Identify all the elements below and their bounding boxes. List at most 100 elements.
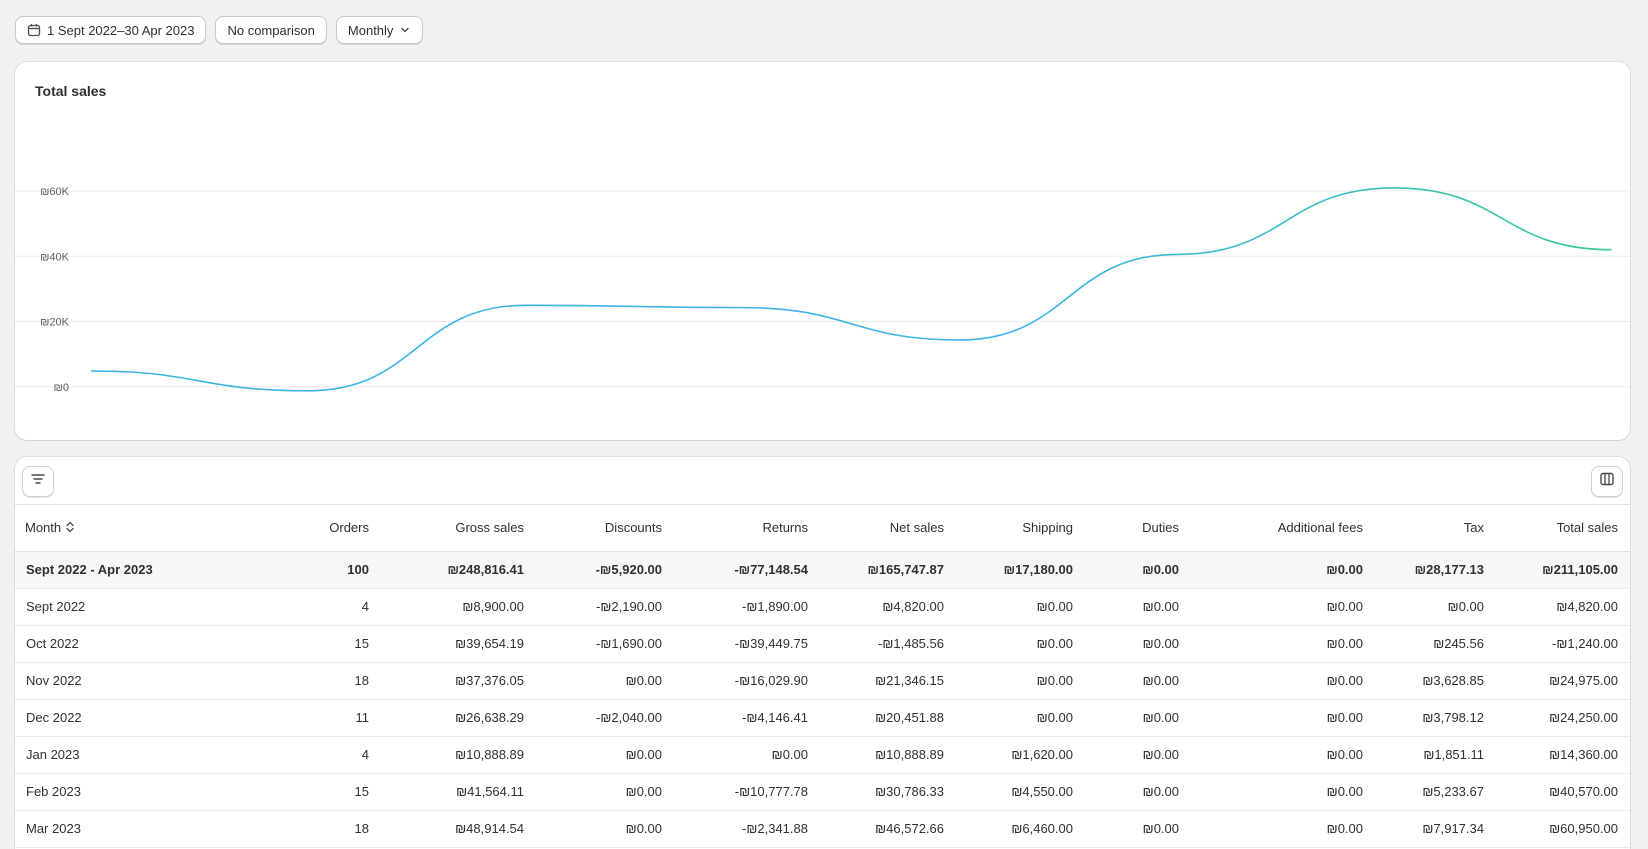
table-cell: ₪21,346.15 xyxy=(820,662,956,700)
table-cell: ₪4,820.00 xyxy=(1496,588,1630,626)
column-header-duties[interactable]: Duties xyxy=(1085,505,1191,552)
table-cell: ₪10,888.89 xyxy=(820,736,956,774)
column-header-label: Gross sales xyxy=(455,520,524,536)
table-cell: ₪48,914.54 xyxy=(381,810,536,848)
comparison-label: No comparison xyxy=(227,22,315,38)
table-cell: Dec 2022 xyxy=(15,699,241,737)
table-cell: Nov 2022 xyxy=(15,662,241,700)
comparison-button[interactable]: No comparison xyxy=(215,16,327,44)
column-header-discounts[interactable]: Discounts xyxy=(536,505,674,552)
table-cell: ₪3,628.85 xyxy=(1375,662,1496,700)
filter-icon xyxy=(30,471,46,492)
column-header-label: Month xyxy=(25,519,62,535)
columns-button[interactable] xyxy=(1591,466,1623,497)
date-range-button[interactable]: 1 Sept 2022–30 Apr 2023 xyxy=(15,16,207,44)
column-header-returns[interactable]: Returns xyxy=(674,505,820,552)
table-cell: ₪1,620.00 xyxy=(956,736,1085,774)
table-cell: Jan 2023 xyxy=(15,736,241,774)
table-cell: ₪7,917.34 xyxy=(1375,810,1496,848)
table-cell: -₪5,920.00 xyxy=(536,551,674,589)
table-cell: ₪1,851.11 xyxy=(1375,736,1496,774)
column-header-gross-sales[interactable]: Gross sales xyxy=(381,505,536,552)
chart-title: Total sales xyxy=(35,83,107,99)
table-cell: -₪1,690.00 xyxy=(536,625,674,663)
table-cell: Feb 2023 xyxy=(15,773,241,811)
table-cell: ₪0.00 xyxy=(1085,551,1191,589)
table-cell: ₪4,550.00 xyxy=(956,773,1085,811)
table-cell: ₪0.00 xyxy=(1085,699,1191,737)
table-header-row: Month Orders Gross sales Discounts Returns Ne… xyxy=(15,505,1630,552)
sort-icon[interactable] xyxy=(65,521,75,536)
table-cell: ₪0.00 xyxy=(1085,662,1191,700)
column-header-shipping[interactable]: Shipping xyxy=(956,505,1085,552)
table-cell: -₪77,148.54 xyxy=(674,551,820,589)
y-tick-label: ₪40K xyxy=(40,251,70,263)
column-header-orders[interactable]: Orders xyxy=(241,505,381,552)
table-cell: -₪1,485.56 xyxy=(820,625,956,663)
table-cell: ₪0.00 xyxy=(956,625,1085,663)
column-header-total-sales[interactable]: Total sales xyxy=(1496,505,1630,552)
table-cell: ₪37,376.05 xyxy=(381,662,536,700)
table-cell: ₪0.00 xyxy=(1191,588,1375,626)
table-row: Mar 2023 18 ₪48,914.54 ₪0.00 -₪2,341.88 ₪46,5… xyxy=(15,810,1630,848)
table-cell: -₪10,777.78 xyxy=(674,773,820,811)
table-cell: ₪24,250.00 xyxy=(1496,699,1630,737)
table-cell: Oct 2022 xyxy=(15,625,241,663)
interval-select[interactable]: Monthly xyxy=(335,16,424,44)
chevron-down-icon xyxy=(399,24,411,36)
table-cell: ₪0.00 xyxy=(1085,736,1191,774)
column-header-additional-fees[interactable]: Additional fees xyxy=(1191,505,1375,552)
table-cell: ₪0.00 xyxy=(1085,588,1191,626)
table-cell: ₪165,747.87 xyxy=(820,551,956,589)
calendar-icon xyxy=(27,23,41,37)
table-toolbar xyxy=(15,457,1630,505)
columns-icon xyxy=(1599,471,1615,492)
table-cell: 11 xyxy=(241,699,381,737)
column-header-net-sales[interactable]: Net sales xyxy=(820,505,956,552)
table-total-row: Sept 2022 - Apr 2023 100 ₪248,816.41 -₪5,92… xyxy=(15,551,1630,589)
table-cell: Sept 2022 xyxy=(15,588,241,626)
table-cell: ₪30,786.33 xyxy=(820,773,956,811)
table-row: Feb 2023 15 ₪41,564.11 ₪0.00 -₪10,777.78 ₪30,… xyxy=(15,773,1630,811)
table-cell: ₪0.00 xyxy=(956,699,1085,737)
column-header-tax[interactable]: Tax xyxy=(1375,505,1496,552)
total-sales-line[interactable] xyxy=(90,187,1612,392)
table-cell: -₪2,040.00 xyxy=(536,699,674,737)
table-cell: ₪0.00 xyxy=(536,662,674,700)
table-cell: -₪4,146.41 xyxy=(674,699,820,737)
table-cell: ₪0.00 xyxy=(956,588,1085,626)
table-row: Oct 2022 15 ₪39,654.19 -₪1,690.00 -₪39,449.7… xyxy=(15,625,1630,663)
table-cell: ₪26,638.29 xyxy=(381,699,536,737)
table-cell: ₪41,564.11 xyxy=(381,773,536,811)
table-cell: ₪0.00 xyxy=(1375,588,1496,626)
table-cell: ₪39,654.19 xyxy=(381,625,536,663)
column-header-label: Duties xyxy=(1142,520,1179,536)
column-header-month[interactable]: Month xyxy=(15,505,241,552)
y-tick-label: ₪20K xyxy=(40,317,70,329)
table-cell: ₪0.00 xyxy=(1191,810,1375,848)
table-cell: ₪0.00 xyxy=(956,662,1085,700)
table-cell: ₪0.00 xyxy=(536,810,674,848)
filter-button[interactable] xyxy=(22,466,54,497)
table-cell: -₪2,190.00 xyxy=(536,588,674,626)
table-cell: ₪0.00 xyxy=(536,736,674,774)
table-cell: ₪60,950.00 xyxy=(1496,810,1630,848)
table-cell: ₪0.00 xyxy=(1191,662,1375,700)
table-cell: 15 xyxy=(241,773,381,811)
table-cell: 4 xyxy=(241,736,381,774)
column-header-label: Additional fees xyxy=(1277,520,1363,536)
column-header-label: Net sales xyxy=(889,520,944,536)
column-header-label: Shipping xyxy=(1022,520,1073,536)
table-cell: ₪0.00 xyxy=(1085,625,1191,663)
table-cell: ₪245.56 xyxy=(1375,625,1496,663)
sales-table: Month Orders Gross sales Discounts Returns Ne… xyxy=(15,505,1630,848)
table-cell: -₪1,240.00 xyxy=(1496,625,1630,663)
column-header-label: Discounts xyxy=(604,520,662,536)
table-cell: Mar 2023 xyxy=(15,810,241,848)
table-cell: -₪16,029.90 xyxy=(674,662,820,700)
table-cell: ₪0.00 xyxy=(536,773,674,811)
table-cell: ₪20,451.88 xyxy=(820,699,956,737)
table-cell: 18 xyxy=(241,810,381,848)
table-cell: ₪0.00 xyxy=(674,736,820,774)
column-header-label: Tax xyxy=(1463,520,1484,536)
